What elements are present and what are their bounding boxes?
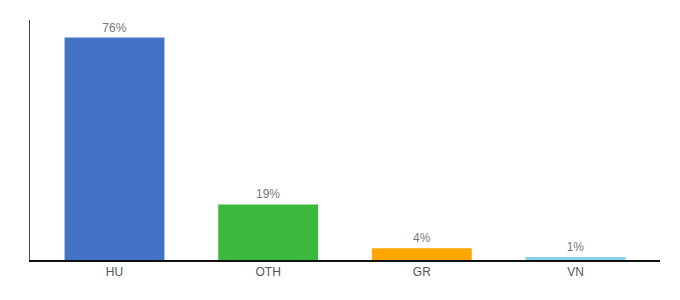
svg-text:19%: 19% bbox=[256, 187, 280, 201]
svg-text:4%: 4% bbox=[413, 231, 431, 245]
svg-text:76%: 76% bbox=[102, 21, 126, 35]
svg-text:OTH: OTH bbox=[255, 265, 280, 279]
svg-text:HU: HU bbox=[106, 265, 123, 279]
svg-text:VN: VN bbox=[567, 265, 584, 279]
svg-text:1%: 1% bbox=[567, 240, 585, 254]
svg-text:GR: GR bbox=[413, 265, 431, 279]
